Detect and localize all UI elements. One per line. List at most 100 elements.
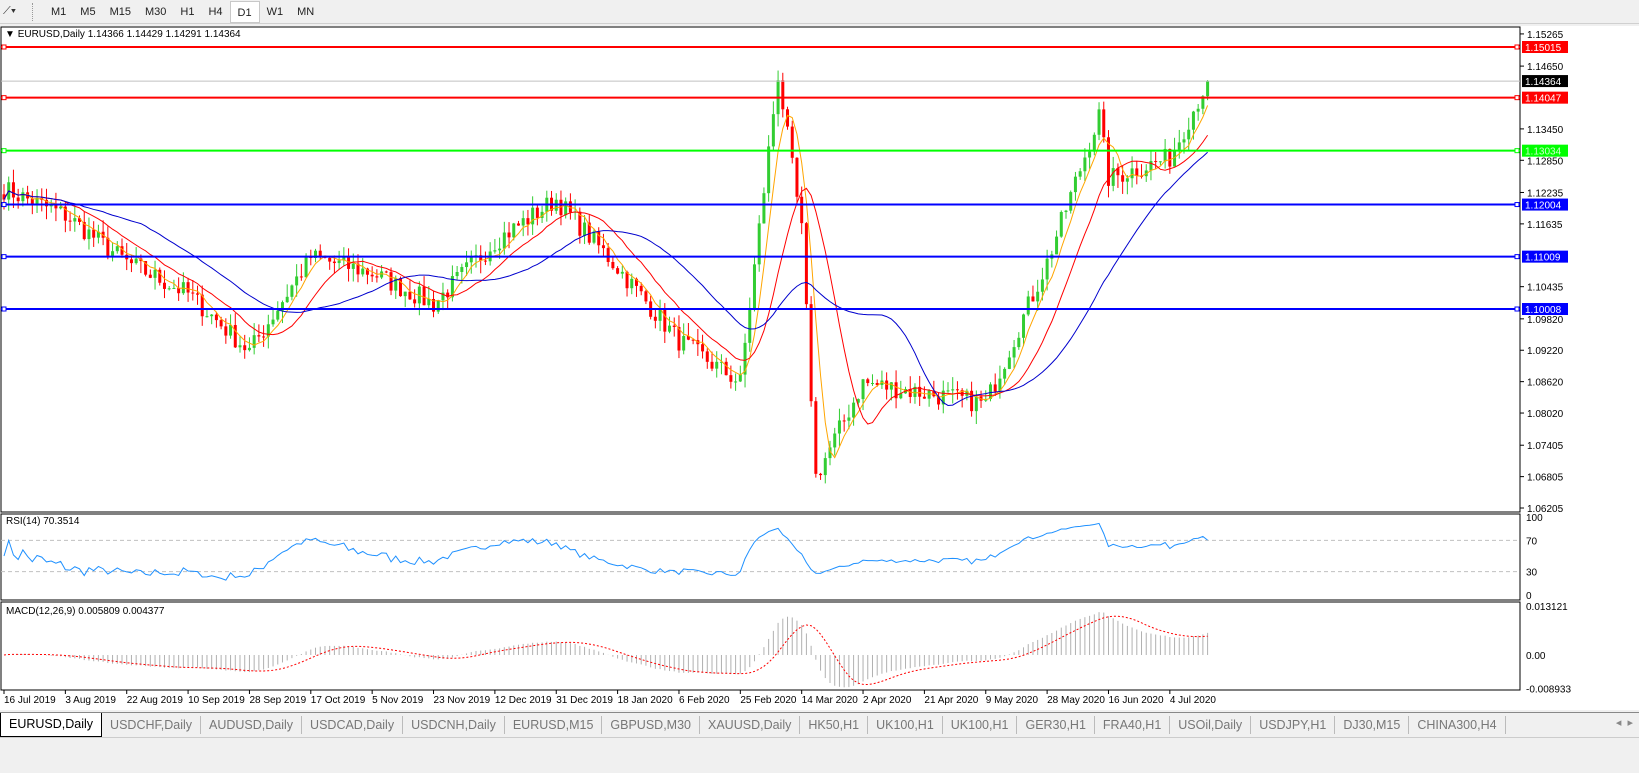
candle-body — [644, 291, 648, 302]
candle-body — [970, 390, 974, 412]
tab-usdjpy-h1[interactable]: USDJPY,H1 — [1251, 715, 1336, 734]
tab-china300-h4[interactable]: CHINA300,H4 — [1409, 715, 1506, 734]
tab-usdcad-daily[interactable]: USDCAD,Daily — [302, 715, 404, 734]
tab-usdcnh-daily[interactable]: USDCNH,Daily — [403, 715, 505, 734]
candle-body — [285, 296, 289, 303]
candle-body — [526, 218, 530, 225]
candle-body — [394, 278, 398, 291]
candle-body — [701, 344, 705, 352]
candle-body — [1078, 171, 1082, 177]
candle-body — [78, 218, 82, 222]
timeframe-toolbar: ⟋▾ M1 M5 M15 M30 H1 H4 D1 W1 MN — [0, 0, 1639, 24]
candle-body — [243, 345, 247, 351]
timeframe-m30[interactable]: M30 — [144, 5, 167, 18]
tab-eurusd-m15[interactable]: EURUSD,M15 — [505, 715, 603, 734]
candle-body — [1158, 161, 1162, 163]
timeframe-h1[interactable]: H1 — [180, 5, 195, 18]
price-axis-label: 1.09220 — [1527, 346, 1564, 357]
candle-body — [356, 263, 360, 275]
candle-body — [804, 223, 808, 305]
timeframe-m5[interactable]: M5 — [80, 5, 96, 18]
candle-body — [866, 379, 870, 384]
tab-uk100-h1[interactable]: UK100,H1 — [868, 715, 943, 734]
candle-body — [167, 288, 171, 290]
timeframe-m1[interactable]: M1 — [51, 5, 67, 18]
candle-body — [908, 389, 912, 397]
price-axis-label: 1.08620 — [1527, 378, 1564, 389]
macd-axis-label: 0.00 — [1526, 651, 1546, 662]
candle-body — [441, 292, 445, 301]
price-axis-label: 1.10435 — [1527, 283, 1564, 294]
candle-body — [738, 374, 742, 382]
line-handle — [1514, 306, 1520, 312]
date-axis-label: 17 Oct 2019 — [311, 695, 366, 706]
collapse-triangle-icon[interactable]: ▼ — [5, 29, 18, 40]
timeframe-d1[interactable]: D1 — [229, 0, 260, 23]
tab-dj30-m15[interactable]: DJ30,M15 — [1335, 715, 1410, 734]
scroll-right-icon[interactable]: ▸ — [1627, 717, 1633, 729]
scroll-left-icon[interactable]: ◂ — [1615, 717, 1622, 729]
timeframe-mn[interactable]: MN — [297, 5, 315, 18]
candle-body — [719, 361, 723, 363]
price-axis-label: 1.09820 — [1527, 315, 1564, 326]
candle-body — [106, 237, 110, 256]
tab-usoil-daily[interactable]: USOil,Daily — [1170, 715, 1252, 734]
tab-uk100-h1[interactable]: UK100,H1 — [943, 715, 1018, 734]
candle-body — [191, 292, 195, 294]
tab-scroll-arrows[interactable]: ◂ ▸ — [1616, 716, 1633, 729]
tab-ger30-h1[interactable]: GER30,H1 — [1017, 715, 1095, 734]
candle-body — [44, 199, 48, 207]
chart-window[interactable]: 1.15265 1.14650 1.13450 1.12850 1.12235 1.116… — [0, 26, 1639, 710]
candle-body — [276, 310, 280, 320]
candle-body — [715, 361, 719, 369]
tab-hk50-h1[interactable]: HK50,H1 — [800, 715, 869, 734]
candle-body — [1196, 108, 1200, 112]
candle-body — [634, 278, 638, 286]
candle-body — [262, 336, 266, 338]
timeframe-w1[interactable]: W1 — [266, 5, 284, 18]
candle-body — [1026, 296, 1030, 315]
candle-body — [663, 309, 667, 332]
candle-body — [795, 157, 799, 197]
price-tag-label: 1.12004 — [1525, 201, 1562, 212]
price-tag — [1522, 250, 1568, 263]
candle-body — [2, 194, 6, 200]
date-axis-label: 31 Dec 2019 — [556, 695, 613, 706]
candle-body — [1111, 168, 1115, 186]
candle-body — [625, 271, 629, 289]
candle-body — [885, 380, 889, 390]
timeframe-m15[interactable]: M15 — [109, 5, 131, 18]
candle-body — [1097, 109, 1101, 135]
rsi-line — [3, 522, 1208, 581]
candle-body — [960, 390, 964, 396]
candle-body — [1149, 161, 1153, 171]
candle-body — [87, 229, 91, 240]
tab-usdchf-daily[interactable]: USDCHF,Daily — [102, 715, 201, 734]
tab-fra40-h1[interactable]: FRA40,H1 — [1095, 715, 1171, 734]
tab-xauusd-daily[interactable]: XAUUSD,Daily — [700, 715, 801, 734]
rsi-axis-label: 30 — [1526, 568, 1538, 579]
rsi-axis-label: 70 — [1526, 536, 1538, 547]
line-handle — [1514, 202, 1520, 208]
line-tool-dropdown-icon[interactable]: ⟋▾ — [3, 5, 17, 17]
tab-gbpusd-m30[interactable]: GBPUSD,M30 — [602, 715, 700, 734]
candle-body — [1092, 134, 1096, 152]
chart-header: ▼ EURUSD,Daily 1.14366 1.14429 1.14291 1… — [5, 29, 241, 40]
tab-audusd-daily[interactable]: AUDUSD,Daily — [201, 715, 303, 734]
candle-body — [583, 222, 587, 236]
candle-body — [54, 205, 58, 209]
timeframe-h4[interactable]: H4 — [208, 5, 223, 18]
candle-body — [1055, 236, 1059, 255]
candle-body — [483, 260, 487, 262]
candle-body — [833, 433, 837, 448]
candle-body — [993, 384, 997, 392]
candle-body — [68, 220, 72, 222]
tab-eurusd-daily[interactable]: EURUSD,Daily — [0, 712, 103, 737]
candle-body — [927, 390, 931, 399]
price-axis-label: 1.12850 — [1527, 156, 1564, 167]
candle-body — [465, 262, 469, 268]
price-axis-label: 1.13450 — [1527, 125, 1564, 136]
date-axis-label: 14 Mar 2020 — [802, 695, 859, 706]
candle-body — [318, 250, 322, 257]
price-tag — [1522, 144, 1568, 157]
